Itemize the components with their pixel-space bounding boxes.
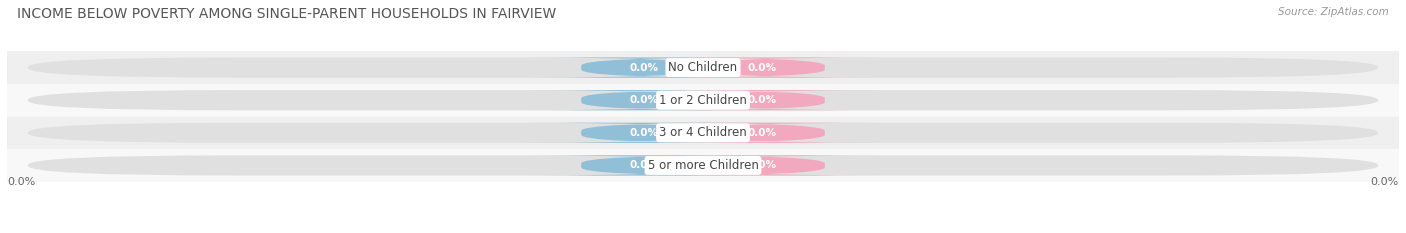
- Bar: [7, 51, 1399, 84]
- FancyBboxPatch shape: [651, 58, 880, 78]
- FancyBboxPatch shape: [651, 155, 880, 175]
- FancyBboxPatch shape: [651, 90, 880, 110]
- Text: INCOME BELOW POVERTY AMONG SINGLE-PARENT HOUSEHOLDS IN FAIRVIEW: INCOME BELOW POVERTY AMONG SINGLE-PARENT…: [17, 7, 557, 21]
- FancyBboxPatch shape: [28, 90, 1378, 110]
- Text: 3 or 4 Children: 3 or 4 Children: [659, 126, 747, 139]
- Text: No Children: No Children: [668, 61, 738, 74]
- FancyBboxPatch shape: [526, 155, 755, 175]
- Text: 0.0%: 0.0%: [630, 161, 658, 170]
- Text: 5 or more Children: 5 or more Children: [648, 159, 758, 172]
- Text: 0.0%: 0.0%: [1371, 177, 1399, 187]
- Bar: [7, 84, 1399, 116]
- Text: 0.0%: 0.0%: [748, 161, 776, 170]
- Text: Source: ZipAtlas.com: Source: ZipAtlas.com: [1278, 7, 1389, 17]
- Text: 0.0%: 0.0%: [748, 95, 776, 105]
- FancyBboxPatch shape: [28, 58, 1378, 78]
- Text: 0.0%: 0.0%: [630, 95, 658, 105]
- Bar: [7, 116, 1399, 149]
- Bar: [7, 149, 1399, 182]
- Text: 0.0%: 0.0%: [7, 177, 35, 187]
- Text: 1 or 2 Children: 1 or 2 Children: [659, 94, 747, 107]
- Text: 0.0%: 0.0%: [630, 63, 658, 72]
- FancyBboxPatch shape: [28, 155, 1378, 175]
- Text: 0.0%: 0.0%: [748, 63, 776, 72]
- FancyBboxPatch shape: [526, 58, 755, 78]
- Text: 0.0%: 0.0%: [748, 128, 776, 138]
- FancyBboxPatch shape: [526, 90, 755, 110]
- FancyBboxPatch shape: [526, 123, 755, 143]
- FancyBboxPatch shape: [651, 123, 880, 143]
- Text: 0.0%: 0.0%: [630, 128, 658, 138]
- FancyBboxPatch shape: [28, 123, 1378, 143]
